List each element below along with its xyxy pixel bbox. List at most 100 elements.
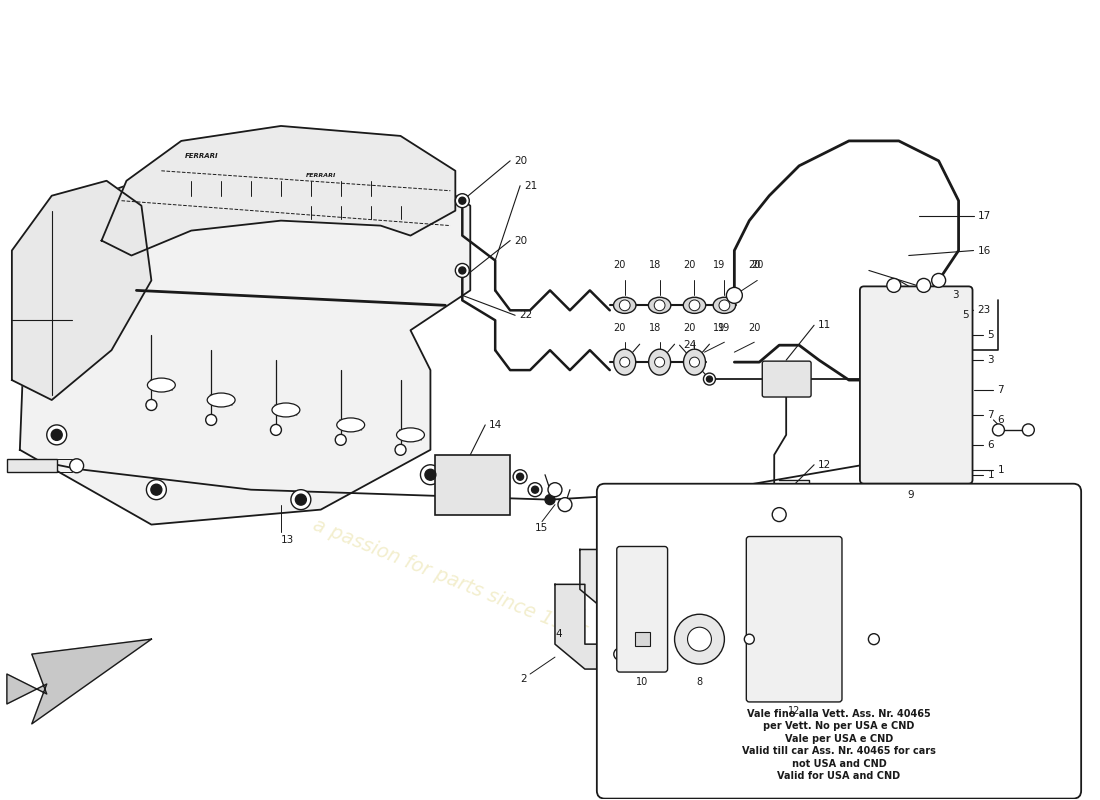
Text: 6: 6 <box>988 440 994 450</box>
Polygon shape <box>7 639 152 724</box>
FancyBboxPatch shape <box>860 286 972 484</box>
Circle shape <box>146 399 157 410</box>
Circle shape <box>868 634 879 645</box>
Text: 9: 9 <box>908 490 914 500</box>
FancyBboxPatch shape <box>597 484 1081 798</box>
Circle shape <box>425 470 436 480</box>
Ellipse shape <box>654 300 666 310</box>
Ellipse shape <box>648 298 671 314</box>
Ellipse shape <box>147 378 175 392</box>
Text: 2: 2 <box>520 674 527 684</box>
Text: 5: 5 <box>962 310 969 320</box>
Circle shape <box>932 274 946 287</box>
Text: 20: 20 <box>614 261 626 270</box>
Circle shape <box>531 486 539 493</box>
Text: 23: 23 <box>978 306 991 315</box>
Circle shape <box>614 648 626 660</box>
Text: 4: 4 <box>556 629 562 639</box>
Polygon shape <box>20 166 471 525</box>
Text: car: car <box>254 308 388 382</box>
Circle shape <box>271 425 282 435</box>
Ellipse shape <box>619 357 629 367</box>
Text: 5: 5 <box>988 330 994 340</box>
Circle shape <box>513 470 527 484</box>
Text: 12: 12 <box>788 706 801 716</box>
Text: 8: 8 <box>696 677 703 687</box>
Bar <box>436 455 510 514</box>
Circle shape <box>548 482 562 497</box>
Text: FERRARI: FERRARI <box>185 153 218 159</box>
Ellipse shape <box>654 357 664 367</box>
Circle shape <box>290 490 311 510</box>
Ellipse shape <box>396 428 425 442</box>
Text: Vale fino alla Vett. Ass. Nr. 40465: Vale fino alla Vett. Ass. Nr. 40465 <box>747 709 931 719</box>
Text: 19: 19 <box>718 323 730 334</box>
Text: 6: 6 <box>998 415 1004 425</box>
Circle shape <box>544 494 556 505</box>
Text: 19: 19 <box>713 323 726 334</box>
Bar <box>635 632 650 646</box>
Circle shape <box>206 414 217 426</box>
Circle shape <box>455 263 470 278</box>
Text: 15: 15 <box>535 522 548 533</box>
Bar <box>745 494 810 530</box>
Polygon shape <box>556 584 680 669</box>
Circle shape <box>528 482 542 497</box>
Text: 18: 18 <box>649 261 661 270</box>
Circle shape <box>688 627 712 651</box>
Text: per Vett. No per USA e CND: per Vett. No per USA e CND <box>763 722 915 731</box>
Circle shape <box>459 267 465 274</box>
Text: 1: 1 <box>998 465 1004 474</box>
Text: 10: 10 <box>636 677 648 687</box>
Ellipse shape <box>649 349 671 375</box>
Circle shape <box>704 373 715 385</box>
Text: 13: 13 <box>280 534 294 545</box>
FancyBboxPatch shape <box>617 546 668 672</box>
Ellipse shape <box>614 349 636 375</box>
Text: a passion for parts since 1985: a passion for parts since 1985 <box>310 515 591 643</box>
Circle shape <box>706 376 713 382</box>
Circle shape <box>772 508 786 522</box>
Ellipse shape <box>719 300 729 310</box>
Circle shape <box>644 623 656 635</box>
Circle shape <box>52 430 63 440</box>
Circle shape <box>420 465 440 485</box>
Circle shape <box>395 444 406 455</box>
Text: 3: 3 <box>953 290 959 300</box>
Ellipse shape <box>690 357 700 367</box>
Ellipse shape <box>689 300 700 310</box>
Text: 7: 7 <box>998 385 1004 395</box>
Circle shape <box>674 614 725 664</box>
Polygon shape <box>101 126 455 255</box>
FancyBboxPatch shape <box>762 361 811 397</box>
Circle shape <box>336 434 346 446</box>
Polygon shape <box>12 181 152 400</box>
Circle shape <box>459 198 465 204</box>
Ellipse shape <box>337 418 364 432</box>
Circle shape <box>517 474 524 480</box>
Text: 20: 20 <box>514 235 527 246</box>
Text: Vale per USA e CND: Vale per USA e CND <box>785 734 893 744</box>
Ellipse shape <box>207 393 235 407</box>
Text: 20: 20 <box>683 261 695 270</box>
Circle shape <box>745 634 755 644</box>
Text: FERRARI: FERRARI <box>306 174 336 178</box>
Text: 20: 20 <box>748 323 760 334</box>
Text: 22: 22 <box>519 310 532 320</box>
Text: 20: 20 <box>614 323 626 334</box>
Text: europ: europ <box>196 243 447 318</box>
Text: 18: 18 <box>649 323 661 334</box>
Circle shape <box>992 424 1004 436</box>
Polygon shape <box>580 550 650 614</box>
Bar <box>7 458 57 472</box>
Text: 20: 20 <box>683 323 695 334</box>
Ellipse shape <box>614 298 636 314</box>
Text: Valid for USA and CND: Valid for USA and CND <box>778 771 901 782</box>
Circle shape <box>146 480 166 500</box>
Text: parts: parts <box>208 373 433 447</box>
Circle shape <box>47 425 67 445</box>
Circle shape <box>151 484 162 495</box>
Text: 1: 1 <box>988 470 994 480</box>
Text: 20: 20 <box>751 261 763 270</box>
Circle shape <box>558 498 572 512</box>
